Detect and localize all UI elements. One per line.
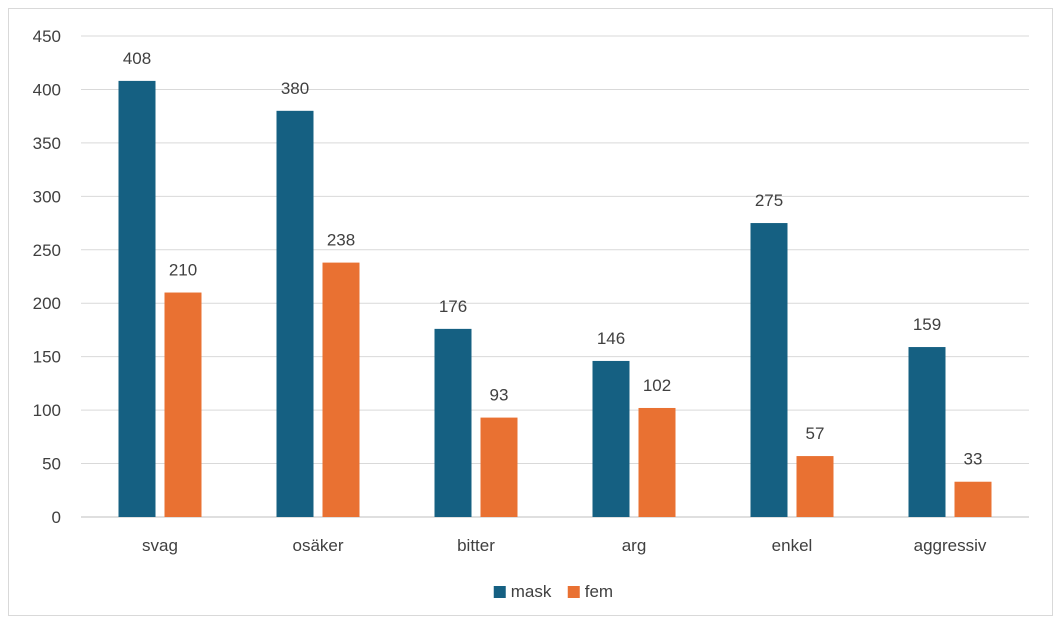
bar-fem-arg [638,407,676,517]
data-label-mask-bitter: 176 [439,297,467,316]
y-tick-label: 450 [33,27,61,46]
data-labels: 408 210 380 238 176 93 146 102 275 57 159 33 [123,49,983,469]
gridlines [81,35,1029,518]
bar-fem-osäker [322,262,360,517]
data-label-fem-enkel: 57 [806,424,825,443]
x-tick-label: osäker [292,536,343,555]
y-tick-label: 200 [33,294,61,313]
bar-mask-enkel [750,223,788,518]
data-label-mask-arg: 146 [597,329,625,348]
y-tick-label: 50 [42,455,61,474]
bar-fem-bitter [480,417,518,517]
bar-fem-enkel [796,456,834,517]
bar-mask-aggressiv [908,347,946,517]
data-label-fem-arg: 102 [643,376,671,395]
data-label-fem-bitter: 93 [490,386,509,405]
legend-label-fem: fem [585,582,613,601]
bar-fem-svag [164,292,202,517]
data-label-fem-osäker: 238 [327,231,355,250]
y-tick-label: 150 [33,348,61,367]
y-tick-label: 300 [33,187,61,206]
data-label-mask-svag: 408 [123,49,151,68]
x-tick-label: aggressiv [914,536,987,555]
chart-frame: 0 50 100 150 200 250 300 350 400 450 408 210 380 238… [8,8,1053,616]
y-tick-label: 0 [52,508,61,527]
data-label-fem-svag: 210 [169,261,197,280]
legend: mask fem [493,582,613,601]
bar-mask-arg [592,360,630,517]
y-tick-label: 100 [33,401,61,420]
data-label-fem-aggressiv: 33 [964,450,983,469]
y-tick-label: 400 [33,80,61,99]
legend-label-mask: mask [511,582,552,601]
bar-mask-osäker [276,110,314,518]
data-label-mask-osäker: 380 [281,79,309,98]
x-tick-label: arg [622,536,647,555]
y-axis-tick-labels: 0 50 100 150 200 250 300 350 400 450 [33,27,61,527]
x-tick-label: enkel [772,536,813,555]
y-tick-label: 250 [33,241,61,260]
bar-mask-bitter [434,328,472,517]
bars [118,80,992,518]
y-tick-label: 350 [33,134,61,153]
legend-swatch-mask [493,586,506,598]
bar-fem-aggressiv [954,481,992,517]
x-axis-tick-labels: svag osäker bitter arg enkel aggressiv [142,536,987,555]
legend-swatch-fem [567,586,580,598]
x-tick-label: svag [142,536,178,555]
data-label-mask-enkel: 275 [755,191,783,210]
bar-chart: 0 50 100 150 200 250 300 350 400 450 408 210 380 238… [33,27,1029,601]
bar-mask-svag [118,80,156,517]
data-label-mask-aggressiv: 159 [913,315,941,334]
x-tick-label: bitter [457,536,495,555]
